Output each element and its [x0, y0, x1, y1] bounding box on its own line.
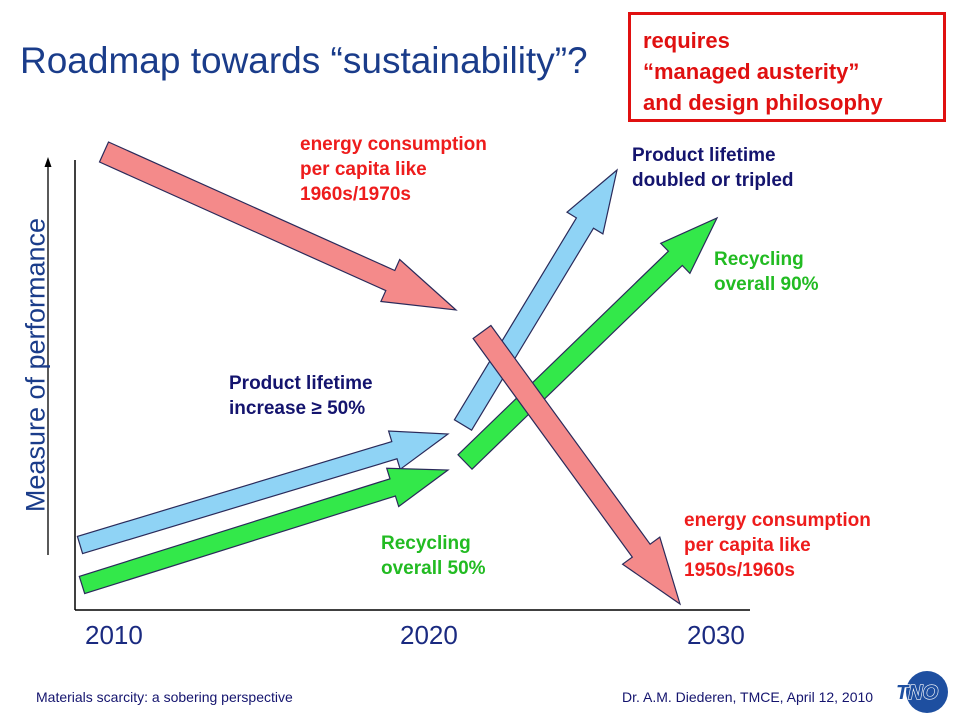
label-line: per capita like — [684, 535, 811, 556]
label-lifetime-doubled: Product lifetime doubled or tripled — [632, 143, 794, 193]
tno-logo-circle — [906, 671, 948, 713]
x-tick-2020: 2020 — [400, 620, 458, 650]
callout-box: requires “managed austerity” and design … — [628, 12, 946, 122]
label-energy-1950s: energy consumption per capita like 1950s… — [684, 508, 871, 583]
label-line: Recycling — [381, 533, 471, 554]
label-line: Product lifetime — [632, 145, 776, 166]
y-direction-arrowhead — [44, 157, 52, 167]
x-tick-2010: 2010 — [85, 620, 143, 650]
arrow-energy-high — [98, 141, 458, 311]
arrow-recycling-low — [78, 467, 450, 595]
label-line: Product lifetime — [229, 373, 373, 394]
label-lifetime-50: Product lifetime increase ≥ 50% — [229, 371, 373, 421]
label-line: 1960s/1970s — [300, 184, 411, 205]
label-line: increase ≥ 50% — [229, 398, 366, 419]
label-line: overall 50% — [381, 558, 486, 579]
tno-logo-text: TNO — [896, 682, 939, 704]
label-recycling-90: Recycling overall 90% — [714, 247, 819, 297]
label-line: 1950s/1960s — [684, 560, 795, 581]
footer-left: Materials scarcity: a sobering perspecti… — [36, 689, 293, 705]
callout-line: and design philosophy — [643, 90, 883, 115]
label-line: energy consumption — [684, 510, 871, 531]
label-line: Recycling — [714, 249, 804, 270]
label-line: energy consumption — [300, 134, 487, 155]
tno-logo: TNO — [895, 671, 948, 713]
label-line: doubled or tripled — [632, 170, 794, 191]
page-title: Roadmap towards “sustainability”? — [20, 40, 588, 81]
y-axis-label: Measure of performance — [20, 217, 51, 513]
label-recycling-50: Recycling overall 50% — [381, 531, 486, 581]
footer-right: Dr. A.M. Diederen, TMCE, April 12, 2010 — [622, 689, 874, 705]
label-energy-1960s: energy consumption per capita like 1960s… — [300, 132, 487, 207]
callout-line: “managed austerity” — [643, 59, 860, 84]
label-line: per capita like — [300, 159, 427, 180]
x-tick-2030: 2030 — [687, 620, 745, 650]
label-line: overall 90% — [714, 274, 819, 295]
arrow-lifetime-low — [76, 430, 450, 555]
callout-line: requires — [643, 28, 730, 53]
arrow-energy-low — [472, 324, 682, 606]
